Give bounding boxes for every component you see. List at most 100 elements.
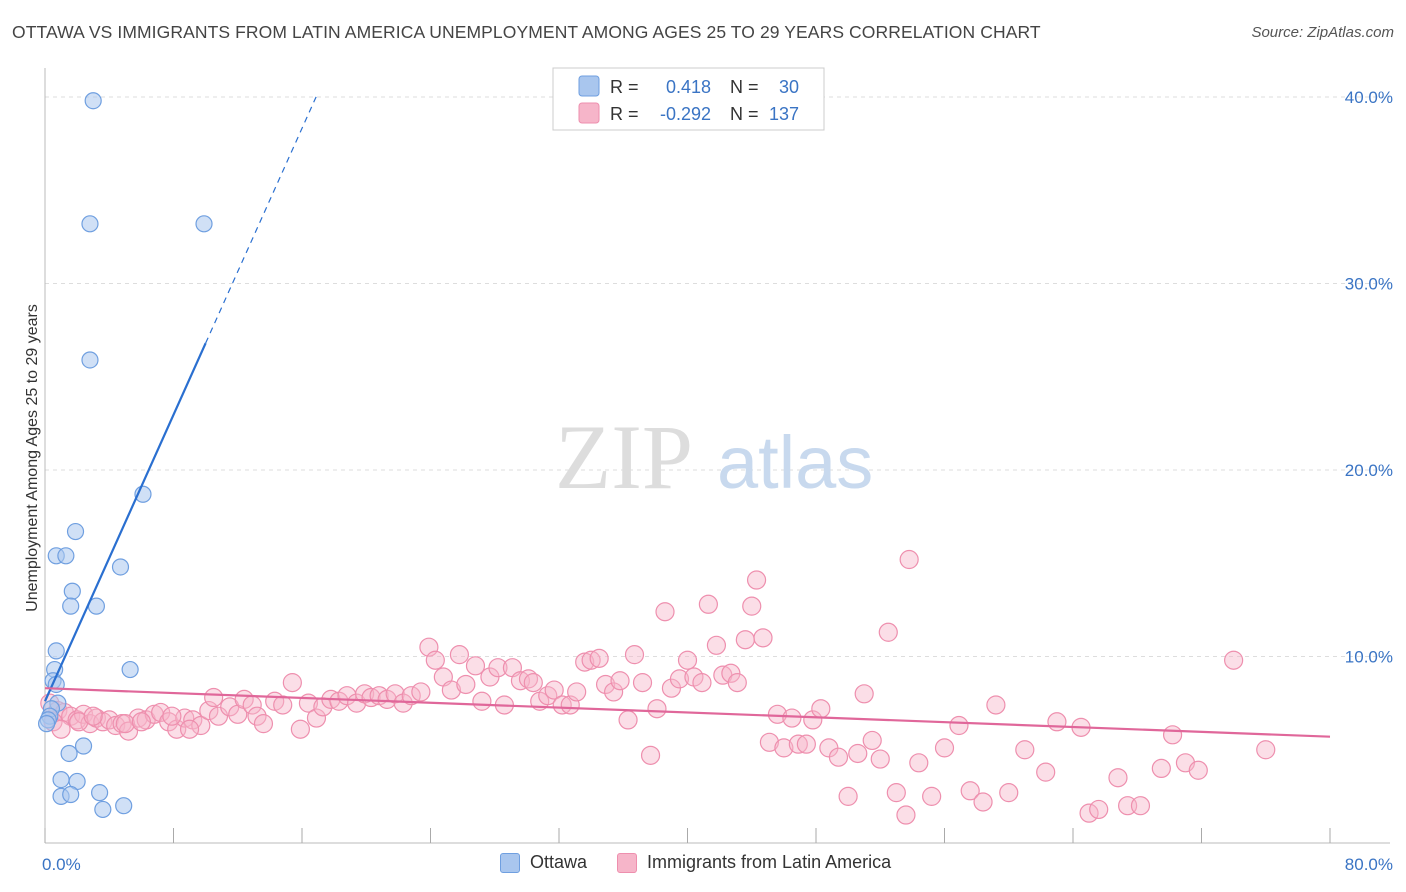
point-latam-84: [669, 669, 690, 689]
legend-n-label-1: N =: [730, 77, 759, 97]
point-ottawa-22: [74, 737, 93, 755]
watermark-atlas: atlas: [717, 421, 873, 504]
point-latam-75: [604, 682, 624, 702]
point-ottawa-29: [94, 800, 112, 819]
point-ottawa-13: [121, 660, 139, 679]
point-latam-134: [1162, 725, 1183, 745]
point-latam-89: [706, 635, 727, 655]
legend-swatch-latam: [578, 102, 600, 124]
point-latam-137: [1224, 650, 1244, 670]
point-latam-132: [1130, 796, 1151, 816]
point-latam-133: [1151, 758, 1171, 779]
point-latam-95: [746, 570, 767, 590]
point-latam-23: [204, 687, 224, 708]
legend-bottom: Ottawa Immigrants from Latin America: [500, 852, 921, 873]
point-latam-102: [796, 734, 816, 754]
trend-ottawa-solid: [43, 342, 207, 702]
point-latam-88: [698, 594, 718, 614]
point-latam-54: [449, 645, 470, 665]
point-latam-17: [159, 712, 179, 732]
series-latam-points: [40, 549, 1276, 825]
x-tick-label-0: 0.0%: [42, 855, 81, 874]
legend-r-value-2: -0.292: [660, 104, 711, 124]
point-latam-91: [721, 663, 741, 683]
point-latam-98: [767, 704, 788, 724]
point-ottawa-5: [66, 522, 85, 541]
point-latam-113: [886, 783, 906, 803]
point-latam-33: [282, 673, 302, 693]
legend-n-value-1: 30: [779, 77, 799, 97]
point-latam-143: [115, 714, 135, 734]
point-latam-104: [811, 699, 831, 719]
point-latam-53: [441, 680, 461, 700]
point-latam-96: [753, 628, 773, 648]
point-latam-36: [306, 708, 327, 728]
legend-item-ottawa: Ottawa: [500, 852, 587, 873]
point-latam-112: [878, 622, 898, 642]
point-latam-94: [742, 596, 762, 616]
point-latam-49: [411, 682, 431, 702]
legend-n-label-2: N =: [730, 104, 759, 124]
legend-r-label-1: R =: [610, 77, 639, 97]
point-latam-142: [83, 706, 103, 726]
point-latam-126: [1047, 712, 1067, 732]
point-latam-82: [655, 602, 675, 622]
legend-top: R = 0.418 N = 30 R = -0.292 N = 137: [552, 67, 825, 131]
point-ottawa-24: [52, 770, 70, 789]
point-latam-77: [618, 710, 638, 730]
point-latam-121: [973, 792, 993, 812]
point-latam-103: [803, 710, 823, 730]
trend-lines: [43, 92, 1331, 738]
legend-item-latam: Immigrants from Latin America: [617, 852, 891, 873]
point-latam-92: [727, 673, 747, 693]
point-latam-76: [610, 671, 630, 691]
point-latam-80: [640, 745, 661, 765]
y-tick-label-2: 30.0%: [1345, 275, 1393, 294]
point-latam-64: [523, 673, 543, 693]
point-latam-8: [93, 712, 113, 732]
point-latam-67: [544, 680, 564, 700]
point-ottawa-21: [38, 715, 56, 733]
point-latam-130: [1108, 768, 1128, 788]
point-latam-56: [465, 656, 486, 676]
point-latam-115: [896, 805, 916, 825]
trend-latam: [44, 687, 1331, 738]
point-latam-70: [567, 682, 587, 702]
point-latam-136: [1188, 760, 1208, 780]
point-latam-32: [273, 695, 293, 715]
point-latam-51: [425, 650, 445, 670]
point-latam-122: [986, 695, 1006, 715]
point-latam-109: [854, 684, 874, 704]
point-latam-141: [69, 712, 89, 732]
x-tick-label-1: 80.0%: [1345, 855, 1393, 874]
point-latam-106: [828, 747, 849, 767]
point-latam-108: [848, 743, 868, 764]
point-latam-85: [677, 650, 698, 670]
point-latam-128: [1079, 803, 1099, 823]
point-latam-118: [934, 738, 955, 758]
point-ottawa-10: [62, 597, 80, 615]
point-latam-123: [999, 783, 1019, 803]
point-ottawa-8: [111, 558, 130, 576]
point-latam-59: [488, 658, 508, 678]
tick-labels: 10.0% 20.0% 30.0% 40.0% 0.0% 80.0%: [42, 88, 1393, 874]
point-latam-138: [1256, 740, 1276, 760]
point-latam-119: [949, 715, 969, 736]
point-latam-116: [909, 753, 929, 773]
point-latam-111: [870, 749, 890, 769]
point-latam-30: [253, 714, 274, 734]
point-ottawa-23: [60, 744, 78, 763]
point-latam-100: [782, 708, 802, 728]
point-ottawa-3: [81, 351, 99, 369]
legend-r-value-1: 0.418: [666, 77, 711, 97]
point-ottawa-27: [62, 785, 80, 804]
point-ottawa-2: [195, 215, 213, 233]
point-latam-78: [624, 645, 645, 665]
point-latam-87: [692, 673, 712, 693]
legend-label-latam: Immigrants from Latin America: [647, 852, 892, 872]
point-latam-29: [247, 706, 267, 726]
y-tick-label-3: 40.0%: [1345, 88, 1393, 107]
point-latam-79: [632, 673, 653, 693]
point-latam-68: [552, 695, 572, 715]
